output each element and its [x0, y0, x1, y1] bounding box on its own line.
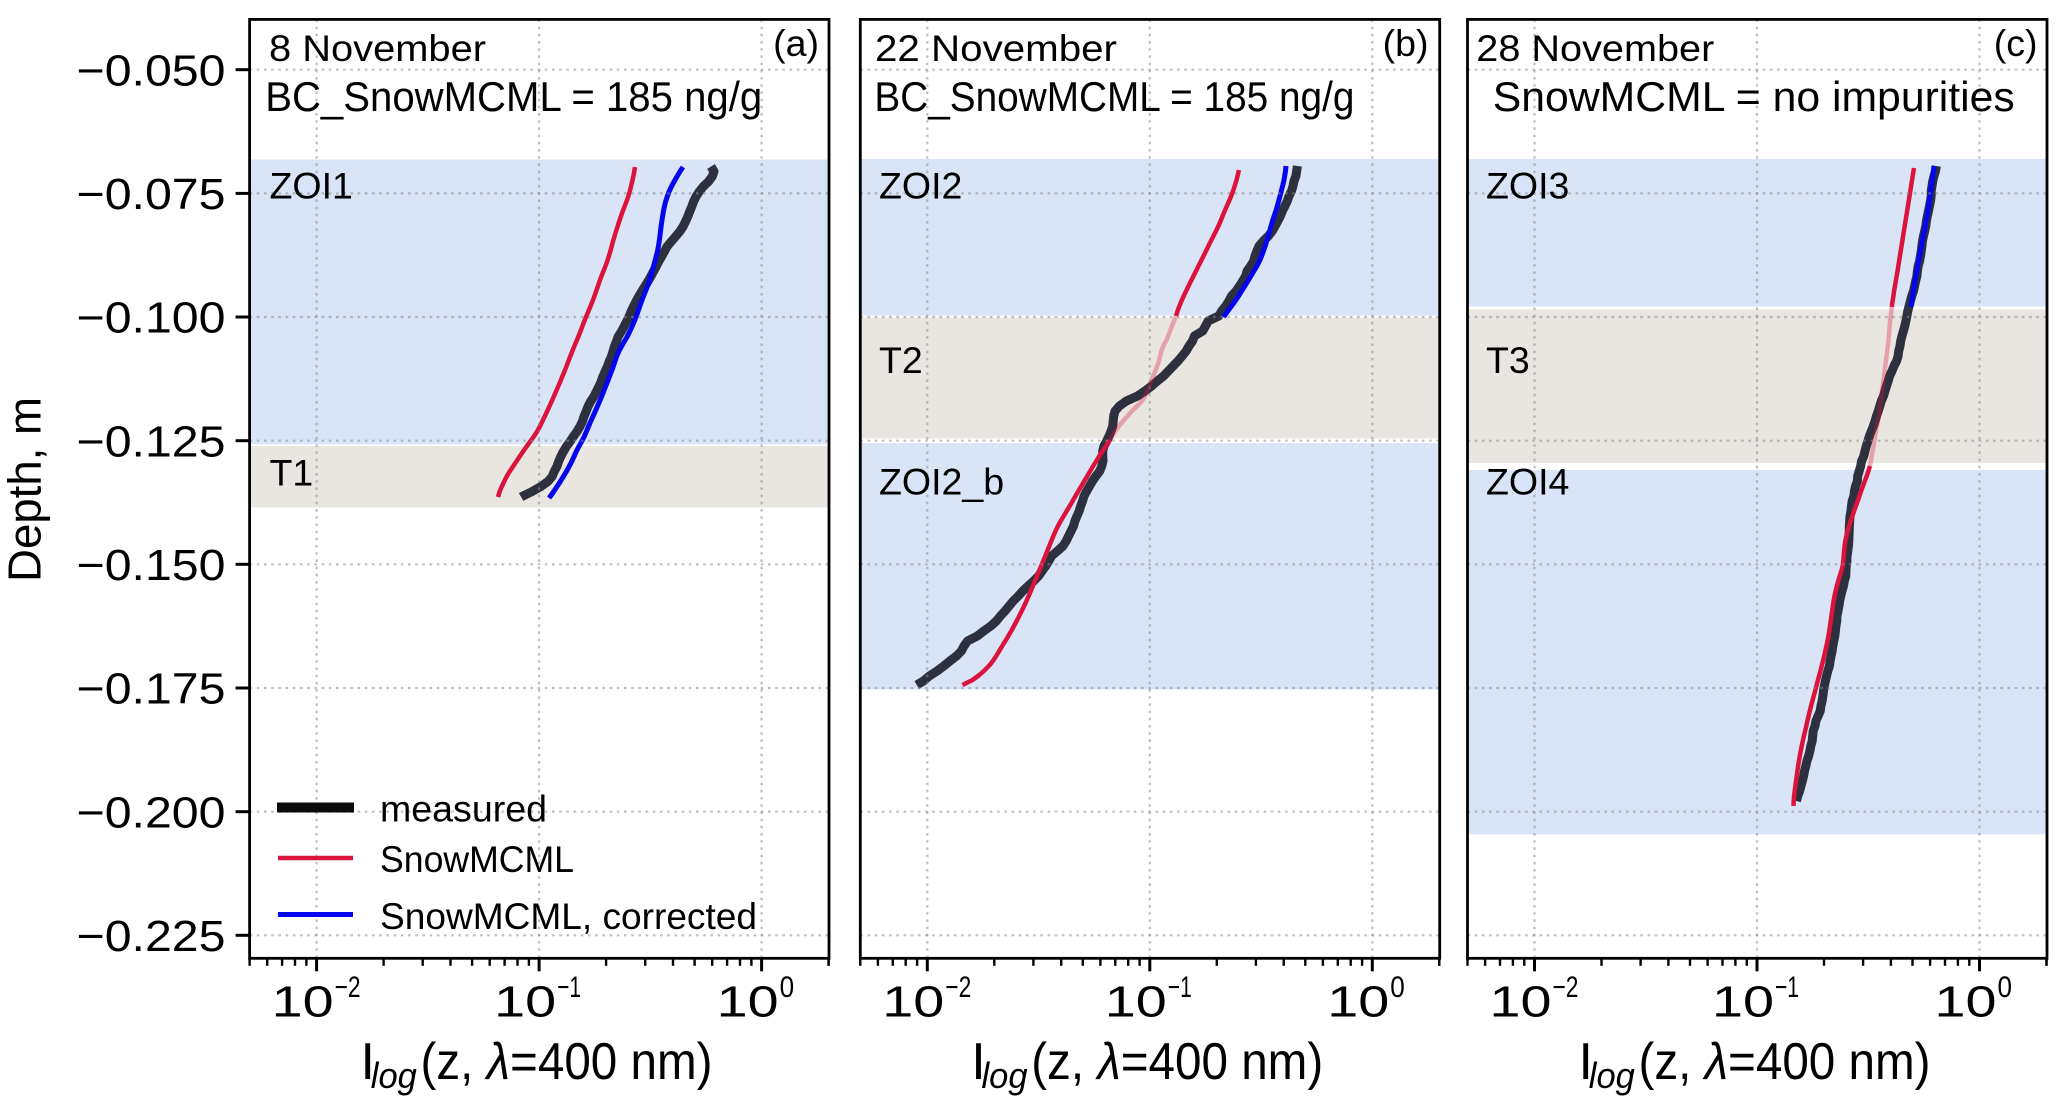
svg-text:SnowMCML, corrected: SnowMCML, corrected — [380, 895, 757, 937]
svg-text:−0.050: −0.050 — [77, 46, 226, 95]
svg-text:I: I — [1579, 1033, 1593, 1091]
svg-text:Depth, m: Depth, m — [0, 397, 50, 582]
svg-text:−0.100: −0.100 — [77, 294, 226, 343]
svg-text:−0.125: −0.125 — [77, 417, 226, 466]
svg-text:I: I — [361, 1033, 375, 1091]
svg-text:(b): (b) — [1383, 22, 1429, 64]
svg-text:measured: measured — [380, 788, 547, 830]
svg-text:−1: −1 — [1775, 971, 1799, 1004]
svg-text:(c): (c) — [1994, 22, 2038, 64]
svg-text:10: 10 — [494, 978, 556, 1027]
svg-text:log: log — [371, 1055, 417, 1096]
svg-text:28 November: 28 November — [1476, 27, 1714, 69]
svg-text:(a): (a) — [773, 22, 819, 64]
svg-text:−0.150: −0.150 — [77, 541, 226, 590]
svg-text:T3: T3 — [1486, 339, 1530, 381]
svg-text:ZOI4: ZOI4 — [1486, 461, 1569, 503]
svg-text:ZOI2_b: ZOI2_b — [879, 461, 1004, 503]
svg-text:10: 10 — [1490, 978, 1552, 1027]
svg-text:10: 10 — [882, 978, 944, 1027]
svg-text:(z, λ=400 nm): (z, λ=400 nm) — [421, 1033, 713, 1091]
svg-text:log: log — [982, 1055, 1028, 1096]
svg-text:−0.200: −0.200 — [77, 788, 226, 837]
svg-text:10: 10 — [1105, 978, 1167, 1027]
svg-text:10: 10 — [1935, 978, 1997, 1027]
svg-text:−2: −2 — [945, 971, 971, 1004]
svg-text:8 November: 8 November — [269, 27, 486, 69]
svg-text:ZOI3: ZOI3 — [1486, 164, 1569, 206]
svg-text:T1: T1 — [270, 451, 314, 493]
svg-text:BC_SnowMCML = 185 ng/g: BC_SnowMCML = 185 ng/g — [265, 73, 762, 120]
svg-text:T2: T2 — [879, 339, 923, 381]
svg-text:(z, λ=400 nm): (z, λ=400 nm) — [1031, 1033, 1323, 1091]
svg-text:−1: −1 — [1168, 971, 1192, 1004]
svg-text:I: I — [971, 1033, 985, 1091]
svg-text:BC_SnowMCML = 185 ng/g: BC_SnowMCML = 185 ng/g — [874, 73, 1354, 120]
svg-text:0: 0 — [780, 971, 795, 1004]
svg-text:0: 0 — [1998, 971, 2013, 1004]
svg-text:0: 0 — [1390, 971, 1405, 1004]
svg-text:SnowMCML = no impurities: SnowMCML = no impurities — [1493, 73, 2015, 120]
svg-text:10: 10 — [717, 978, 779, 1027]
svg-text:−0.075: −0.075 — [77, 170, 226, 219]
svg-text:−0.225: −0.225 — [77, 912, 226, 961]
svg-text:10: 10 — [1712, 978, 1774, 1027]
svg-text:SnowMCML: SnowMCML — [380, 838, 574, 880]
svg-text:10: 10 — [1327, 978, 1389, 1027]
svg-text:−2: −2 — [335, 971, 361, 1004]
svg-text:ZOI1: ZOI1 — [270, 164, 353, 206]
svg-text:(z, λ=400 nm): (z, λ=400 nm) — [1639, 1033, 1931, 1091]
svg-text:ZOI2: ZOI2 — [879, 164, 962, 206]
svg-text:−0.175: −0.175 — [77, 665, 226, 714]
svg-text:log: log — [1589, 1055, 1635, 1096]
svg-text:10: 10 — [272, 978, 334, 1027]
svg-text:−1: −1 — [557, 971, 581, 1004]
svg-text:22 November: 22 November — [875, 27, 1117, 69]
svg-text:−2: −2 — [1553, 971, 1579, 1004]
